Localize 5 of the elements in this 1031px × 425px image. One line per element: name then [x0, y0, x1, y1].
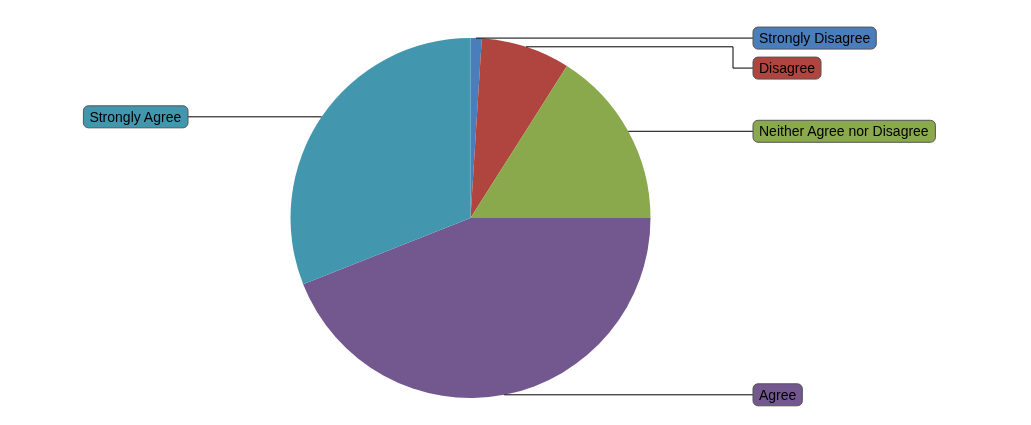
- slice-label: Strongly Agree: [89, 108, 182, 125]
- slice-label: Strongly Disagree: [759, 29, 871, 46]
- slice-label: Agree: [759, 386, 797, 403]
- slice-label: Neither Agree nor Disagree: [759, 123, 929, 140]
- slice-label: Disagree: [759, 59, 816, 76]
